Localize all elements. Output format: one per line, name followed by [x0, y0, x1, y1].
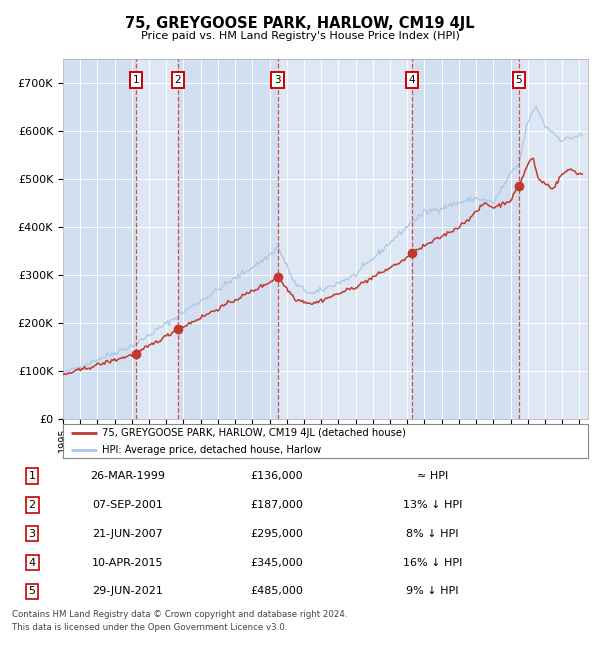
- Text: £345,000: £345,000: [251, 558, 304, 567]
- Text: 07-SEP-2001: 07-SEP-2001: [92, 500, 163, 510]
- Text: 3: 3: [274, 75, 281, 84]
- Text: 26-MAR-1999: 26-MAR-1999: [90, 471, 164, 481]
- Text: £187,000: £187,000: [251, 500, 304, 510]
- Text: 21-JUN-2007: 21-JUN-2007: [92, 528, 163, 539]
- Text: 1: 1: [133, 75, 139, 84]
- Text: HPI: Average price, detached house, Harlow: HPI: Average price, detached house, Harl…: [103, 445, 322, 455]
- Text: 4: 4: [409, 75, 415, 84]
- Text: Price paid vs. HM Land Registry's House Price Index (HPI): Price paid vs. HM Land Registry's House …: [140, 31, 460, 41]
- Text: £136,000: £136,000: [251, 471, 303, 481]
- Bar: [519, 58, 588, 419]
- Text: 5: 5: [515, 75, 522, 84]
- Text: 2: 2: [175, 75, 181, 84]
- Text: 2: 2: [29, 500, 36, 510]
- Text: 75, GREYGOOSE PARK, HARLOW, CM19 4JL (detached house): 75, GREYGOOSE PARK, HARLOW, CM19 4JL (de…: [103, 428, 406, 438]
- Text: Contains HM Land Registry data © Crown copyright and database right 2024.: Contains HM Land Registry data © Crown c…: [12, 610, 347, 619]
- Bar: [136, 58, 178, 419]
- Text: £295,000: £295,000: [251, 528, 304, 539]
- Text: 75, GREYGOOSE PARK, HARLOW, CM19 4JL: 75, GREYGOOSE PARK, HARLOW, CM19 4JL: [125, 16, 475, 31]
- Text: 4: 4: [29, 558, 36, 567]
- Text: 13% ↓ HPI: 13% ↓ HPI: [403, 500, 462, 510]
- Text: 9% ↓ HPI: 9% ↓ HPI: [406, 586, 459, 596]
- Text: 16% ↓ HPI: 16% ↓ HPI: [403, 558, 462, 567]
- Text: This data is licensed under the Open Government Licence v3.0.: This data is licensed under the Open Gov…: [12, 623, 287, 632]
- Bar: [178, 58, 278, 419]
- Text: 3: 3: [29, 528, 35, 539]
- Text: £485,000: £485,000: [251, 586, 304, 596]
- Bar: [278, 58, 412, 419]
- Bar: [63, 58, 136, 419]
- Text: 29-JUN-2021: 29-JUN-2021: [92, 586, 163, 596]
- Text: ≈ HPI: ≈ HPI: [417, 471, 448, 481]
- Text: 10-APR-2015: 10-APR-2015: [91, 558, 163, 567]
- Text: 8% ↓ HPI: 8% ↓ HPI: [406, 528, 459, 539]
- Text: 5: 5: [29, 586, 35, 596]
- Text: 1: 1: [29, 471, 35, 481]
- Bar: [412, 58, 519, 419]
